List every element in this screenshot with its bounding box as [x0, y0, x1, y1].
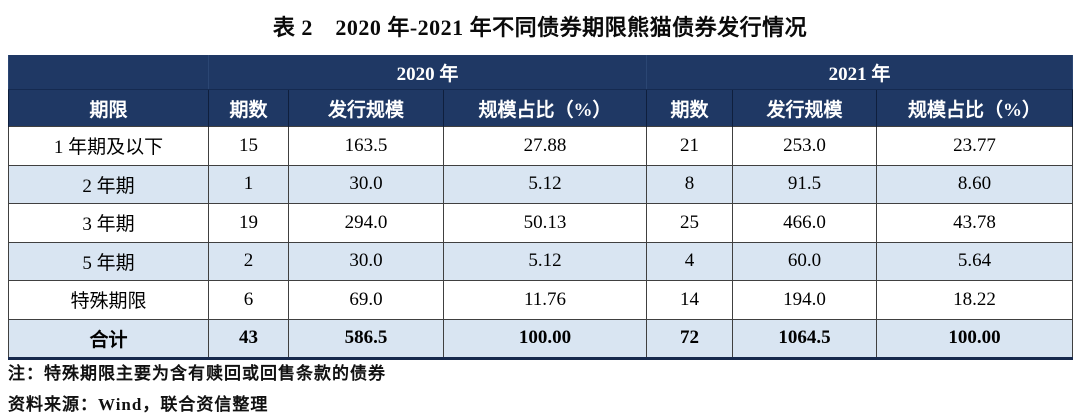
cell-count-2020: 6 — [208, 280, 289, 320]
cell-term: 特殊期限 — [8, 280, 209, 320]
cell-count-2021: 4 — [646, 241, 733, 281]
cell-term: 3 年期 — [8, 203, 209, 243]
table-row-total: 合计 43 586.5 100.00 72 1064.5 100.00 — [8, 318, 1073, 359]
cell-share-2020: 5.12 — [443, 241, 647, 281]
cell-count-2020: 1 — [208, 164, 289, 204]
cell-scale-2020: 30.0 — [288, 164, 444, 204]
table-footnotes: 注：特殊期限主要为含有赎回或回售条款的债券 资料来源：Wind，联合资信整理 — [8, 358, 1072, 419]
cell-term: 合计 — [8, 318, 209, 359]
year-header-empty — [8, 55, 209, 90]
cell-share-2021: 43.78 — [876, 203, 1073, 243]
cell-term: 5 年期 — [8, 241, 209, 281]
cell-count-2020: 19 — [208, 203, 289, 243]
table-row-special: 特殊期限 6 69.0 11.76 14 194.0 18.22 — [8, 280, 1073, 320]
cell-share-2021: 5.64 — [876, 241, 1073, 281]
cell-scale-2021: 91.5 — [732, 164, 877, 204]
table-row-1y: 1 年期及以下 15 163.5 27.88 21 253.0 23.77 — [8, 126, 1073, 166]
cell-count-2020: 2 — [208, 241, 289, 281]
cell-scale-2020: 586.5 — [288, 318, 444, 359]
column-header-term: 期限 — [8, 89, 209, 127]
column-header-row: 期限 期数 发行规模 规模占比（%） 期数 发行规模 规模占比（%） — [8, 89, 1073, 127]
column-header-share-2020: 规模占比（%） — [443, 89, 647, 127]
cell-share-2021: 18.22 — [876, 280, 1073, 320]
cell-term: 2 年期 — [8, 164, 209, 204]
table-row-5y: 5 年期 2 30.0 5.12 4 60.0 5.64 — [8, 241, 1073, 281]
year-header-2021: 2021 年 — [646, 55, 1073, 90]
cell-count-2020: 43 — [208, 318, 289, 359]
panda-bond-issuance-table: 2020 年 2021 年 期限 期数 发行规模 规模占比（%） 期数 发行规模… — [8, 55, 1073, 360]
column-header-count-2021: 期数 — [646, 89, 733, 127]
cell-scale-2021: 466.0 — [732, 203, 877, 243]
column-header-share-2021: 规模占比（%） — [876, 89, 1073, 127]
cell-scale-2020: 30.0 — [288, 241, 444, 281]
table-header: 2020 年 2021 年 期限 期数 发行规模 规模占比（%） 期数 发行规模… — [8, 55, 1073, 127]
cell-share-2021: 100.00 — [876, 318, 1073, 359]
year-header-row: 2020 年 2021 年 — [8, 55, 1073, 90]
cell-share-2020: 5.12 — [443, 164, 647, 204]
year-header-2020: 2020 年 — [208, 55, 647, 90]
cell-share-2020: 11.76 — [443, 280, 647, 320]
cell-scale-2021: 60.0 — [732, 241, 877, 281]
footnote-data-source: 资料来源：Wind，联合资信整理 — [8, 395, 269, 414]
cell-share-2021: 23.77 — [876, 126, 1073, 166]
cell-count-2021: 21 — [646, 126, 733, 166]
cell-count-2021: 25 — [646, 203, 733, 243]
column-header-scale-2021: 发行规模 — [732, 89, 877, 127]
cell-scale-2021: 1064.5 — [732, 318, 877, 359]
cell-share-2020: 100.00 — [443, 318, 647, 359]
table-body: 1 年期及以下 15 163.5 27.88 21 253.0 23.77 2 … — [8, 126, 1073, 359]
cell-scale-2021: 253.0 — [732, 126, 877, 166]
cell-scale-2020: 294.0 — [288, 203, 444, 243]
cell-share-2021: 8.60 — [876, 164, 1073, 204]
cell-share-2020: 50.13 — [443, 203, 647, 243]
cell-count-2021: 8 — [646, 164, 733, 204]
cell-count-2021: 14 — [646, 280, 733, 320]
column-header-scale-2020: 发行规模 — [288, 89, 444, 127]
table-row-3y: 3 年期 19 294.0 50.13 25 466.0 43.78 — [8, 203, 1073, 243]
footnote-special-term: 注：特殊期限主要为含有赎回或回售条款的债券 — [8, 364, 386, 383]
cell-scale-2021: 194.0 — [732, 280, 877, 320]
table-row-2y: 2 年期 1 30.0 5.12 8 91.5 8.60 — [8, 164, 1073, 204]
cell-scale-2020: 69.0 — [288, 280, 444, 320]
cell-count-2020: 15 — [208, 126, 289, 166]
cell-scale-2020: 163.5 — [288, 126, 444, 166]
cell-count-2021: 72 — [646, 318, 733, 359]
cell-share-2020: 27.88 — [443, 126, 647, 166]
cell-term: 1 年期及以下 — [8, 126, 209, 166]
column-header-count-2020: 期数 — [208, 89, 289, 127]
table-title: 表 2 2020 年-2021 年不同债券期限熊猫债券发行情况 — [272, 15, 808, 40]
